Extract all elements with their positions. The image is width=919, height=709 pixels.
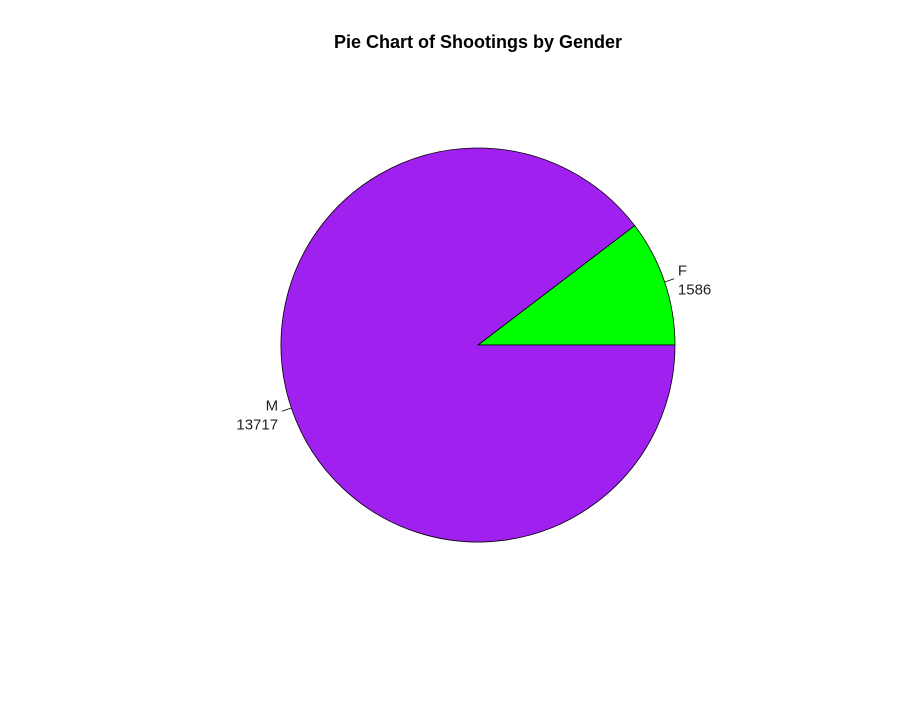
label-tick-f (664, 278, 675, 283)
slice-label-f: F (678, 263, 687, 280)
slice-value-m: 13717 (236, 416, 278, 433)
label-tick-m (281, 407, 292, 412)
pie-slice-f (476, 225, 676, 346)
pie-labels: F 1586 M 13717 (236, 263, 711, 434)
pie-slice-m (280, 147, 676, 543)
slice-label-m: M (266, 397, 279, 414)
slice-value-f: 1586 (678, 282, 711, 299)
pie-slices (280, 147, 676, 543)
chart-title: Pie Chart of Shootings by Gender (334, 32, 622, 52)
